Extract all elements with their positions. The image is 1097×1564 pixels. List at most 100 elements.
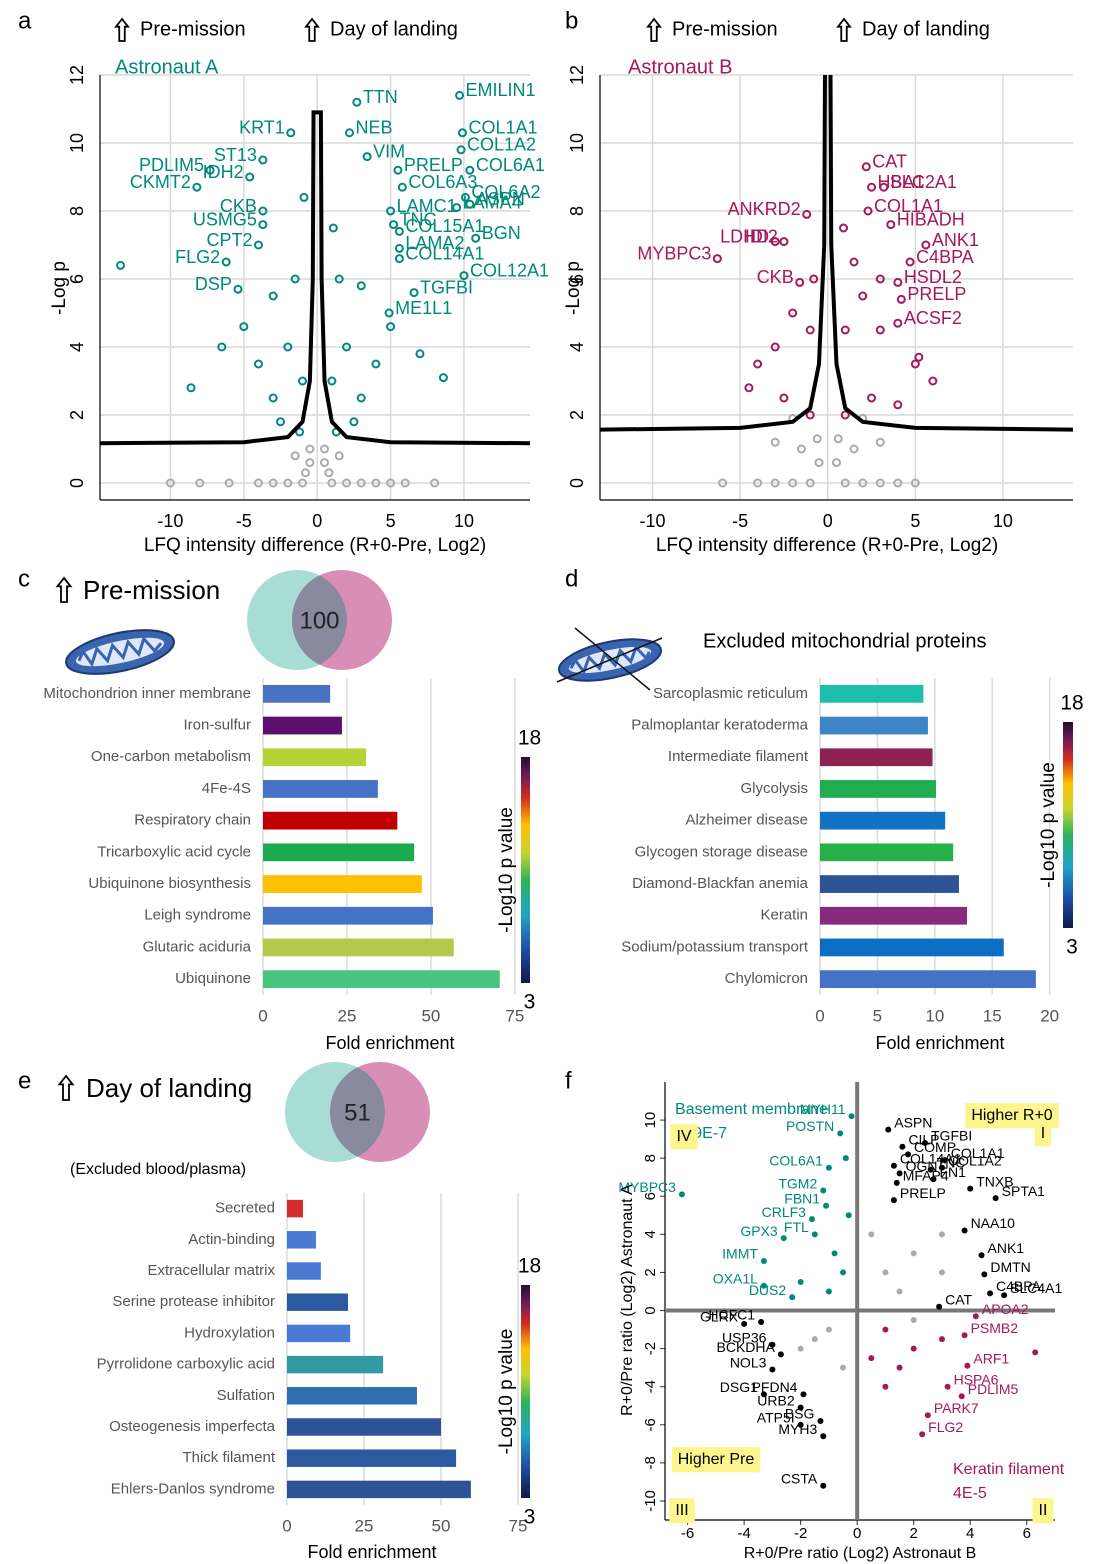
data-point <box>993 1195 999 1201</box>
data-point <box>973 1313 979 1319</box>
bar <box>287 1262 321 1279</box>
data-point <box>807 327 814 334</box>
data-point <box>820 1483 826 1489</box>
annotation: I <box>1041 1125 1045 1142</box>
point-label: PDLIM5 <box>968 1381 1019 1397</box>
data-point <box>911 1317 917 1323</box>
data-point <box>780 238 787 245</box>
point-label: IDH2 <box>203 162 244 182</box>
data-point <box>863 163 870 170</box>
point-label: PRELP <box>907 284 966 304</box>
data-point <box>809 1216 815 1222</box>
data-point <box>796 279 803 286</box>
data-point <box>321 459 328 466</box>
category-label: Hydroxylation <box>184 1324 275 1341</box>
data-point <box>964 1363 970 1369</box>
bar <box>820 717 928 735</box>
data-point <box>817 1418 823 1424</box>
data-point <box>877 327 884 334</box>
colorbar-tick-label: 3 <box>524 991 536 1014</box>
point-label: BGN <box>482 223 521 243</box>
data-point <box>882 1384 888 1390</box>
data-point <box>336 452 343 459</box>
data-point <box>292 452 299 459</box>
x-tick-label: 5 <box>386 511 396 531</box>
x-tick-label: 0 <box>282 1516 291 1535</box>
category-label: Palmoplantar keratoderma <box>631 717 808 734</box>
data-point <box>234 286 241 293</box>
data-point <box>987 1290 993 1296</box>
x-tick-label: 50 <box>421 1006 440 1025</box>
data-point <box>330 225 337 232</box>
category-label: Respiratory chain <box>134 812 251 829</box>
annotation: Keratin filament <box>953 1461 1065 1478</box>
panel-letter: b <box>565 7 578 34</box>
x-tick-label: 5 <box>873 1006 882 1025</box>
data-point <box>780 395 787 402</box>
data-point <box>270 395 277 402</box>
x-tick-label: 20 <box>1040 1006 1059 1025</box>
data-point <box>894 1180 900 1186</box>
x-tick-label: 10 <box>993 511 1013 531</box>
bar <box>263 812 397 830</box>
data-point <box>823 1203 829 1209</box>
venn-overlap-count: 100 <box>299 607 339 634</box>
bar <box>263 970 500 988</box>
category-label: One-carbon metabolism <box>91 748 251 765</box>
data-point <box>459 129 466 136</box>
data-point <box>840 225 847 232</box>
data-point <box>962 1332 968 1338</box>
y-tick-label: 2 <box>67 410 87 420</box>
point-label: HIBADH <box>897 209 965 229</box>
data-point <box>270 293 277 300</box>
bar <box>263 717 342 735</box>
point-label: EMILIN1 <box>466 80 536 100</box>
data-point <box>837 1130 843 1136</box>
category-label: Keratin <box>760 907 808 924</box>
y-tick-label: -8 <box>642 1456 659 1469</box>
bar <box>820 939 1004 957</box>
data-point <box>679 1191 685 1197</box>
data-point <box>868 395 875 402</box>
category-label: 4Fe-4S <box>202 780 251 797</box>
data-point <box>911 1250 917 1256</box>
category-label: Alzheimer disease <box>685 812 808 829</box>
point-label: CRLF3 <box>762 1204 807 1220</box>
y-tick-label: 8 <box>567 206 587 216</box>
category-label: Glycogen storage disease <box>635 843 808 860</box>
category-label: Extracellular matrix <box>147 1262 275 1279</box>
data-point <box>714 255 721 262</box>
data-point <box>812 1336 818 1342</box>
data-point <box>919 1431 925 1437</box>
panel-heading: Excluded mitochondrial proteins <box>703 630 987 652</box>
data-point <box>840 1269 846 1275</box>
y-tick-label: -4 <box>642 1380 659 1393</box>
plot-area <box>600 41 1073 487</box>
data-point <box>981 1271 987 1277</box>
data-point <box>778 1351 784 1357</box>
point-label: PRELP <box>900 1185 946 1201</box>
data-point <box>255 361 262 368</box>
panel-heading: Pre-mission <box>83 575 220 605</box>
panel-letter: a <box>18 7 32 34</box>
point-label: NOL3 <box>730 1354 767 1370</box>
category-label: Sodium/potassium transport <box>621 938 809 955</box>
category-label: Tricarboxylic acid cycle <box>97 843 251 860</box>
data-point <box>894 279 901 286</box>
point-label: DMTN <box>990 1259 1030 1275</box>
data-point <box>840 1365 846 1371</box>
data-point <box>287 129 294 136</box>
colorbar <box>1063 722 1073 928</box>
panel-letter: d <box>565 565 578 592</box>
y-axis-label: R+0/Pre ratio (Log2) Astronaut A <box>619 1184 636 1416</box>
point-label: C4BPA <box>916 247 974 267</box>
x-tick-label: -6 <box>681 1525 694 1542</box>
x-tick-label: 0 <box>853 1525 861 1542</box>
point-label: TGFBI <box>420 277 473 297</box>
y-tick-label: 4 <box>67 342 87 352</box>
data-point <box>277 418 284 425</box>
colorbar-tick-label: 3 <box>1066 936 1078 959</box>
data-point <box>826 1288 832 1294</box>
data-point <box>353 99 360 106</box>
bar <box>263 939 454 957</box>
